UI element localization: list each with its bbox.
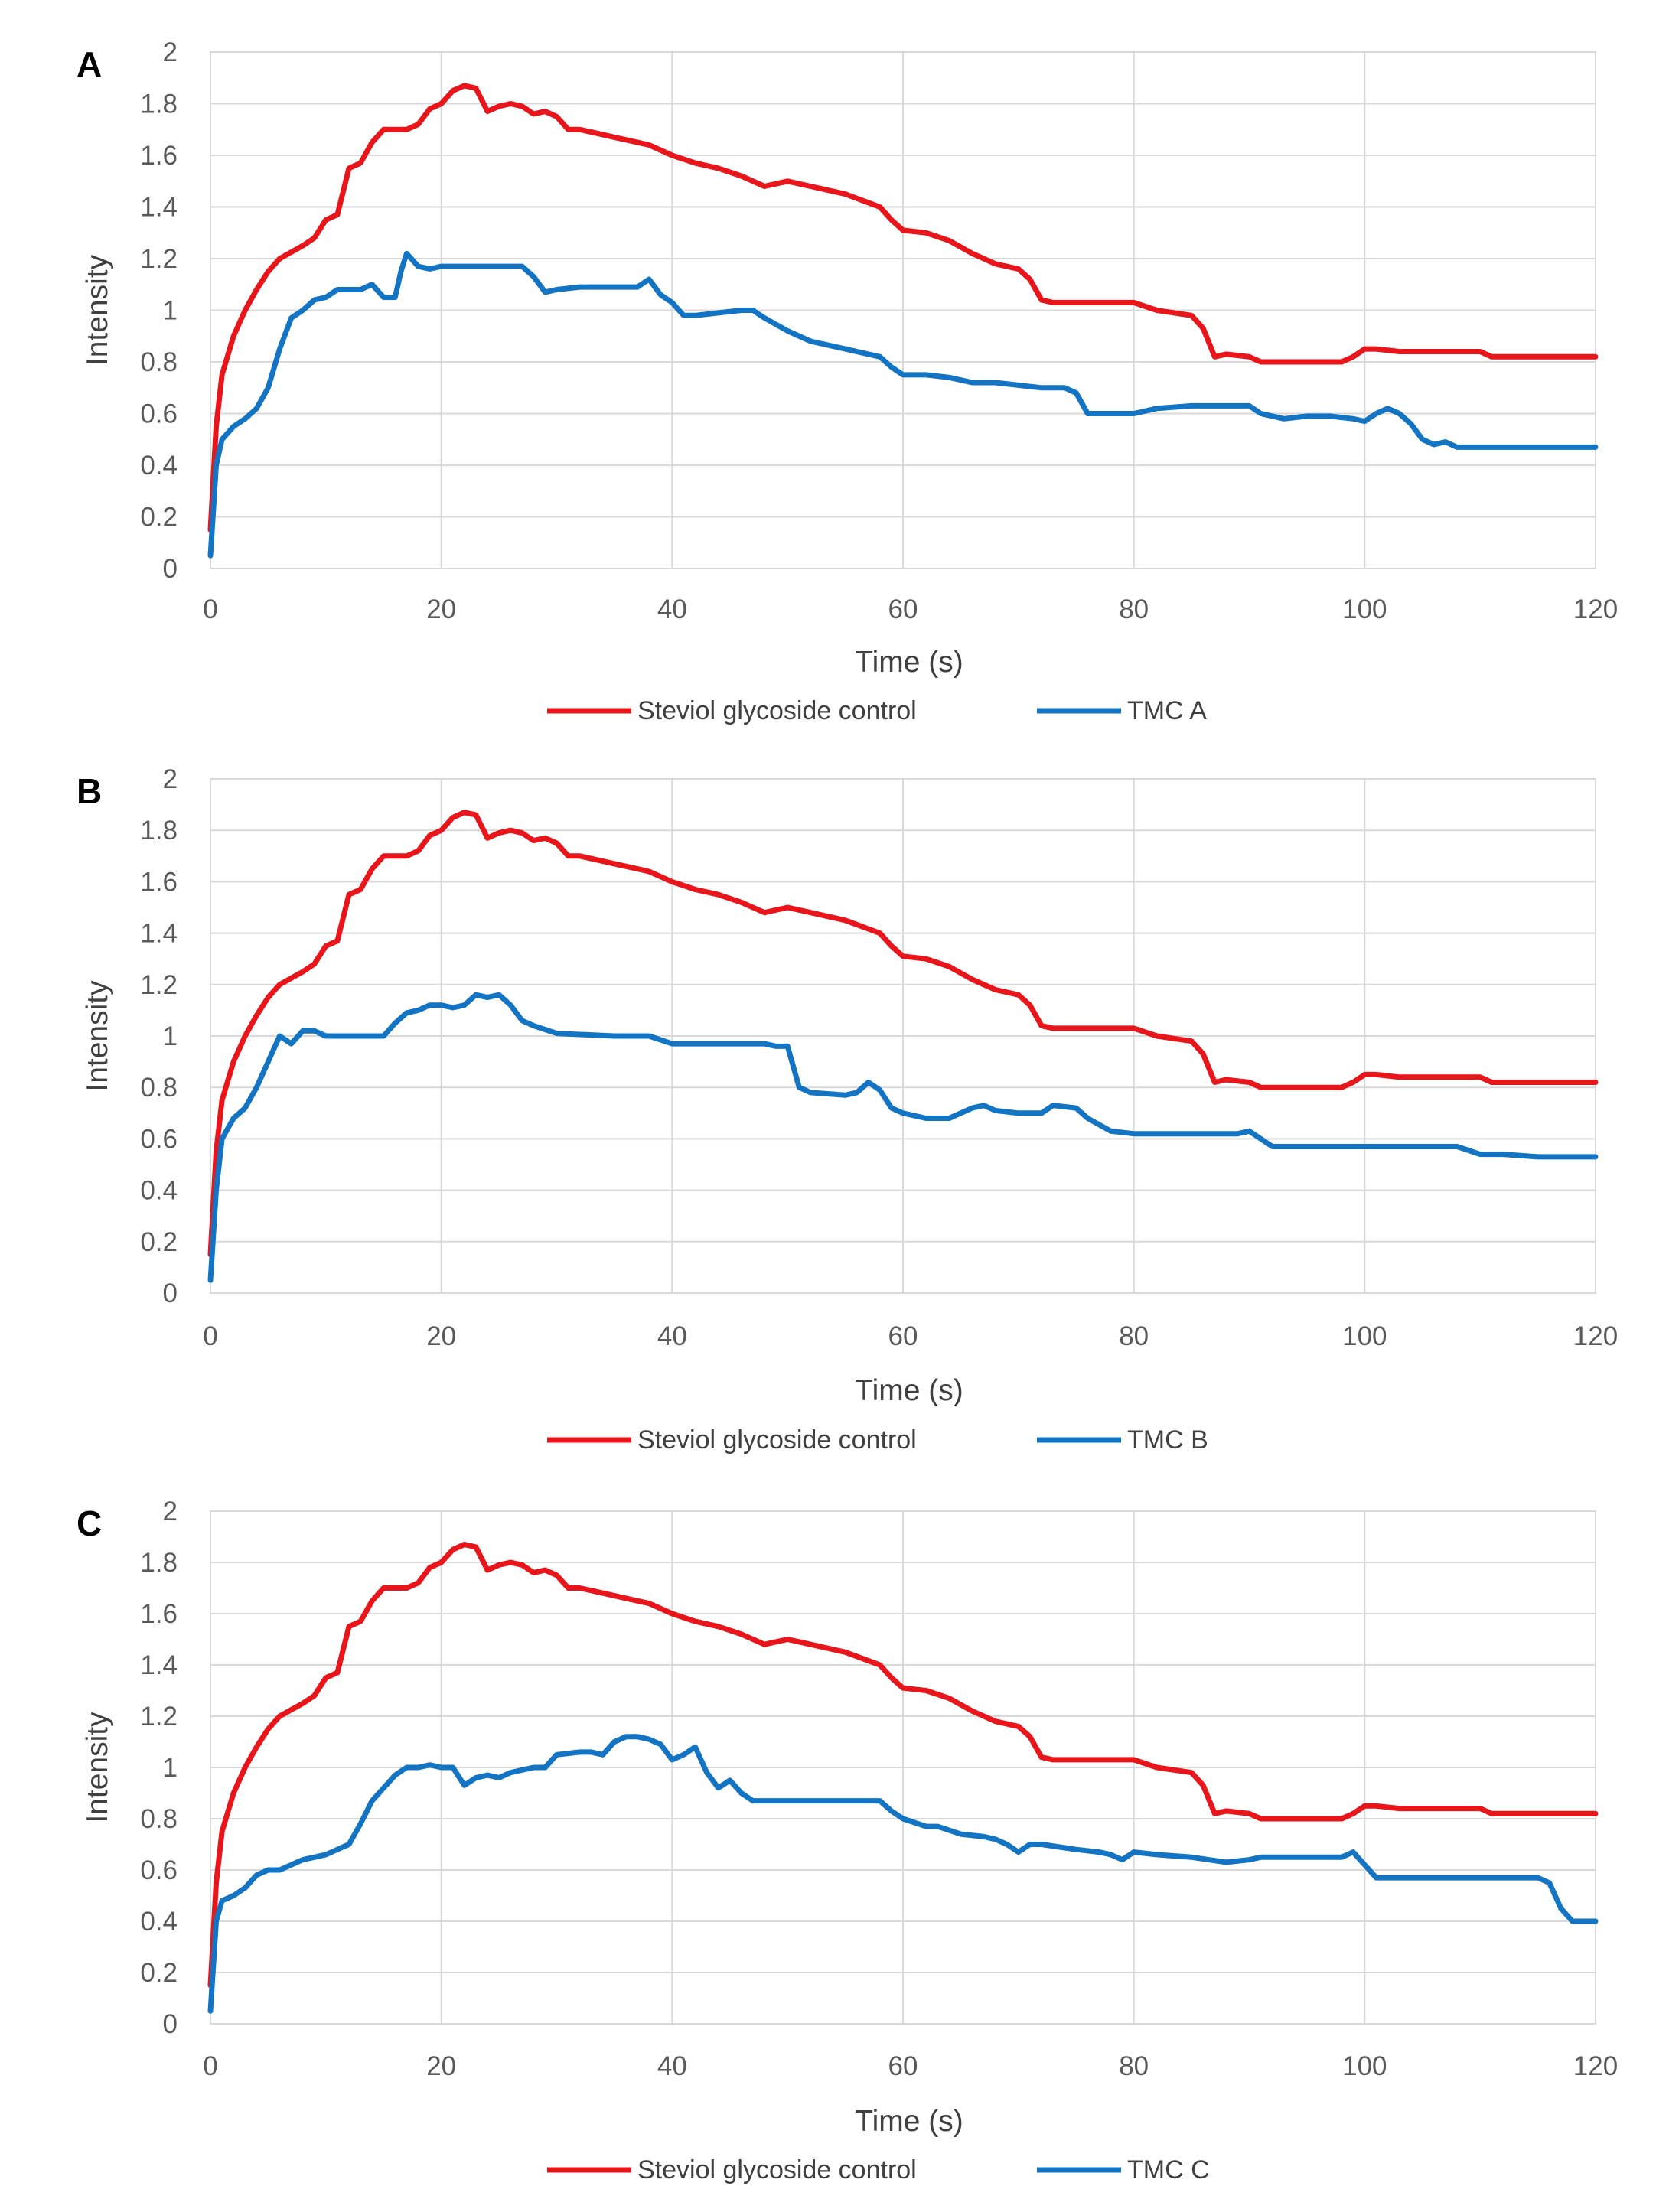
y-tick-label: 0.2 — [140, 1958, 178, 1988]
y-tick-label: 1 — [163, 296, 178, 326]
y-tick-label: 1.8 — [140, 816, 178, 845]
y-tick-label: 0.8 — [140, 347, 178, 377]
y-tick-label: 1 — [163, 1753, 178, 1783]
x-tick-label: 60 — [888, 2051, 918, 2081]
legend: Steviol glycoside control TMC B — [547, 1425, 1208, 1455]
y-tick-label: 0.8 — [140, 1804, 178, 1834]
x-tick-label: 40 — [657, 2051, 687, 2081]
y-tick-label: 1.8 — [140, 90, 178, 119]
y-tick-label: 2 — [163, 1497, 178, 1526]
panel-label: B — [77, 771, 102, 811]
y-tick-label: 0.4 — [140, 1907, 178, 1937]
x-tick-label: 120 — [1573, 1321, 1618, 1351]
x-tick-label: 80 — [1119, 595, 1149, 624]
y-tick-label: 1.6 — [140, 1599, 178, 1629]
y-tick-label: 0 — [163, 2009, 178, 2039]
x-tick-label: 120 — [1573, 2051, 1618, 2081]
series-line-tmc — [207, 250, 1599, 559]
y-axis-title: Intensity — [81, 980, 114, 1092]
x-tick-label: 20 — [426, 595, 456, 624]
y-tick-label: 0.6 — [140, 1855, 178, 1885]
y-tick-label: 1.4 — [140, 1650, 178, 1680]
x-tick-label: 80 — [1119, 2051, 1149, 2081]
panel-label: A — [77, 44, 102, 84]
y-tick-label: 0.2 — [140, 503, 178, 533]
x-axis-title: Time (s) — [855, 646, 963, 679]
x-tick-label: 120 — [1573, 595, 1618, 624]
y-tick-label: 2 — [163, 764, 178, 794]
x-axis-title: Time (s) — [855, 1374, 963, 1407]
legend-label: TMC C — [1127, 2155, 1210, 2184]
y-axis-title: Intensity — [81, 1712, 114, 1823]
x-tick-label: 100 — [1342, 595, 1387, 624]
legend: Steviol glycoside control TMC C — [547, 2155, 1210, 2184]
x-tick-label: 80 — [1119, 1321, 1149, 1351]
y-tick-label: 1.6 — [140, 867, 178, 897]
chart-panel-a: A00.20.40.60.811.21.41.61.820 20 40 60 80 100… — [77, 37, 1618, 725]
y-tick-label: 0.4 — [140, 1176, 178, 1206]
series-line-control — [207, 810, 1599, 1258]
x-tick-label: 100 — [1342, 2051, 1387, 2081]
y-tick-label: 0 — [163, 1279, 178, 1308]
x-tick-label: 20 — [426, 2051, 456, 2081]
x-tick-label: 60 — [888, 1321, 918, 1351]
y-tick-label: 1 — [163, 1021, 178, 1051]
legend-label: Steviol glycoside control — [637, 696, 917, 725]
chart-panel-c: C00.20.40.60.811.21.41.61.820 20 40 60 80 100… — [77, 1497, 1618, 2184]
y-tick-label: 1.4 — [140, 193, 178, 223]
y-axis-title: Intensity — [81, 254, 114, 366]
x-tick-label: 40 — [657, 595, 687, 624]
x-axis-title: Time (s) — [855, 2105, 963, 2138]
y-tick-label: 0.2 — [140, 1227, 178, 1257]
chart-panel-b: B00.20.40.60.811.21.41.61.820 20 40 60 80 100… — [77, 764, 1618, 1455]
legend-label: TMC B — [1127, 1425, 1208, 1455]
series-line-tmc — [207, 1734, 1599, 2014]
x-tick-label: 20 — [426, 1321, 456, 1351]
y-tick-label: 0.6 — [140, 399, 178, 429]
y-tick-label: 1.2 — [140, 244, 178, 274]
panel-label: C — [77, 1503, 102, 1543]
y-tick-label: 1.2 — [140, 1702, 178, 1731]
legend-label: TMC A — [1127, 696, 1207, 725]
x-tick-label: 100 — [1342, 1321, 1387, 1351]
y-tick-label: 0.4 — [140, 451, 178, 481]
y-tick-label: 0 — [163, 554, 178, 584]
y-tick-label: 1.2 — [140, 970, 178, 1000]
x-tick-label: 0 — [203, 595, 217, 624]
y-tick-label: 0.6 — [140, 1124, 178, 1154]
x-tick-label: 0 — [203, 2051, 217, 2081]
y-tick-label: 2 — [163, 37, 178, 67]
x-tick-label: 60 — [888, 595, 918, 624]
y-tick-label: 1.8 — [140, 1548, 178, 1578]
series-line-tmc — [207, 992, 1599, 1283]
legend-label: Steviol glycoside control — [637, 2155, 917, 2184]
y-tick-label: 0.8 — [140, 1073, 178, 1103]
y-tick-label: 1.4 — [140, 919, 178, 949]
y-tick-label: 1.6 — [140, 141, 178, 171]
x-tick-label: 40 — [657, 1321, 687, 1351]
legend: Steviol glycoside control TMC A — [547, 696, 1207, 725]
legend-label: Steviol glycoside control — [637, 1425, 917, 1455]
x-tick-label: 0 — [203, 1321, 217, 1351]
series-line-control — [207, 83, 1599, 533]
series-line-control — [207, 1542, 1599, 1989]
